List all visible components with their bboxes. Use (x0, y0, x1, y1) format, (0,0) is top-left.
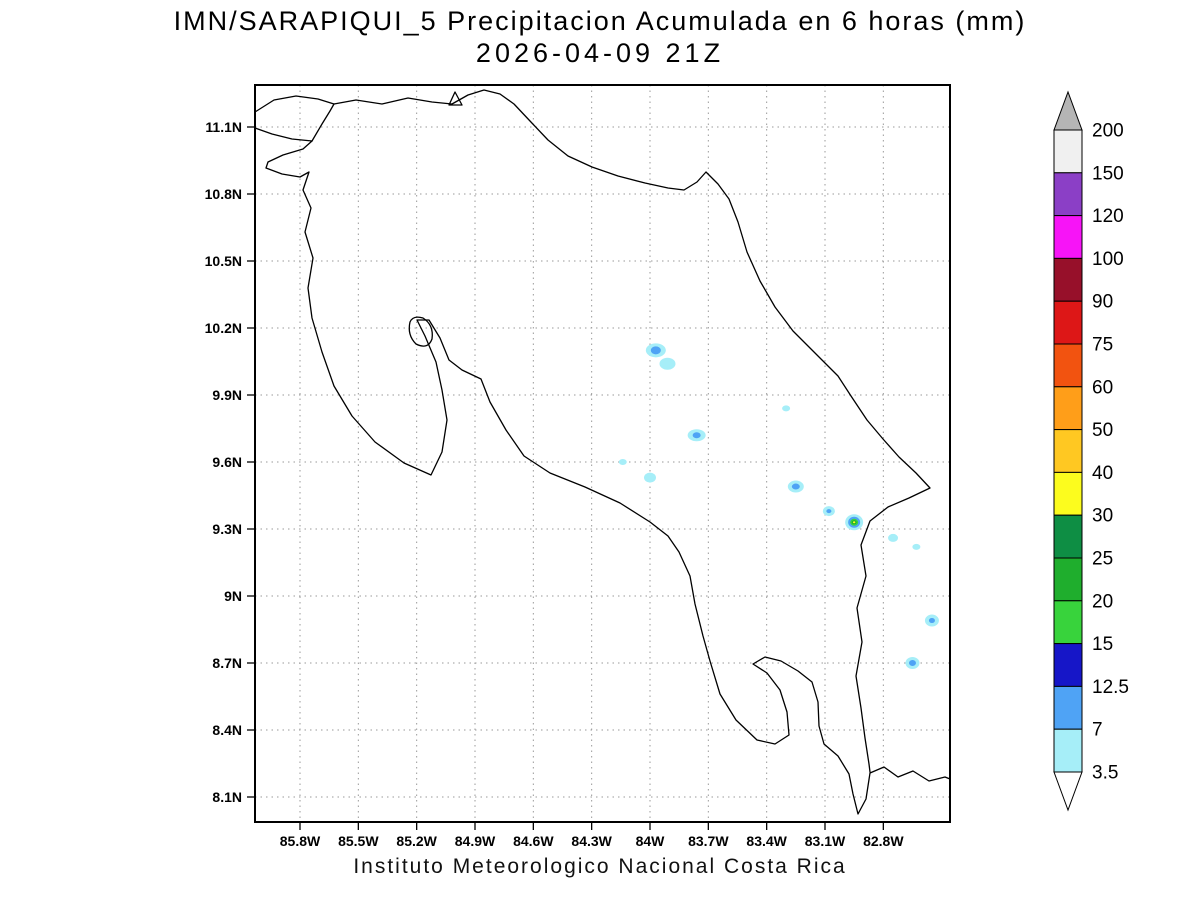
colorbar-label: 12.5 (1092, 677, 1129, 698)
lon-tick-label: 84.9W (455, 833, 496, 849)
lat-tick-label: 8.4N (212, 722, 242, 738)
colorbar-label: 30 (1092, 506, 1113, 527)
colorbar-label: 15 (1092, 634, 1113, 655)
colorbar-segment (1053, 429, 1083, 473)
precip-cell-contour (908, 659, 916, 666)
colorbar-label: 3.5 (1092, 763, 1118, 784)
colorbar-label: 120 (1092, 206, 1124, 227)
lat-tick-label: 9.3N (212, 521, 242, 537)
lon-tick-label: 85.5W (338, 833, 379, 849)
lat-tick-label: 9N (224, 588, 242, 604)
precip-cell-contour (888, 533, 899, 542)
lake-island-outline (448, 91, 463, 106)
precip-cell-contour (791, 483, 800, 490)
chart-subtitle-datetime: 2026-04-09 21Z (475, 38, 725, 68)
lon-tick-label: 84W (636, 833, 666, 849)
colorbar-label: 40 (1092, 463, 1113, 484)
lon-tick-label: 85.2W (396, 833, 437, 849)
lon-tick-label: 84.3W (571, 833, 612, 849)
colorbar-label: 7 (1092, 720, 1103, 741)
colorbar-label: 100 (1092, 249, 1124, 270)
lon-tick-label: 83.7W (688, 833, 729, 849)
lat-tick-label: 8.7N (212, 655, 242, 671)
lat-tick-label: 9.6N (212, 454, 242, 470)
chart-title: IMN/SARAPIQUI_5 Precipitacion Acumulada … (173, 6, 1027, 36)
colorbar-segment (1053, 728, 1083, 773)
lat-tick-label: 8.1N (212, 789, 242, 805)
precip-cell-contour (912, 543, 921, 550)
coastline-pacific (254, 127, 951, 815)
isla-chira-outline (408, 316, 433, 347)
lat-tick-label: 11.1N (205, 119, 242, 135)
colorbar-segment (1053, 471, 1083, 516)
precip-cell-contour (643, 472, 656, 483)
colorbar-segment (1053, 514, 1083, 559)
colorbar-segment (1053, 557, 1083, 602)
precip-cell-contour (659, 357, 676, 370)
precip-cell-contour (650, 346, 661, 355)
precip-cell-contour (852, 521, 856, 524)
footer-institution-text: Instituto Meteorologico Nacional Costa R… (353, 855, 847, 878)
colorbar-label: 50 (1092, 420, 1113, 441)
costa-rica-coastline (254, 89, 951, 815)
colorbar-label: 60 (1092, 377, 1113, 398)
precipitation-cells (618, 343, 939, 669)
precip-cell-contour (618, 458, 627, 465)
colorbar: 200 150 120 100 90 75 60 50 40 30 25 20 15 12.5 7 3.5 (1053, 90, 1129, 812)
lat-tick-label: 10.8N (205, 186, 242, 202)
colorbar-segment (1053, 215, 1083, 259)
precip-cell-contour (826, 509, 832, 514)
lat-tick-label: 10.5N (205, 253, 242, 269)
colorbar-label: 20 (1092, 591, 1113, 612)
lon-tick-label: 84.6W (513, 833, 554, 849)
colorbar-segment (1053, 300, 1083, 345)
lon-tick-label: 83.4W (746, 833, 787, 849)
colorbar-arrow-bottom (1053, 771, 1083, 812)
plot-frame (254, 84, 951, 823)
grid-lines (255, 85, 950, 822)
lon-tick-label: 82.8W (863, 833, 904, 849)
colorbar-segment (1053, 257, 1083, 302)
colorbar-segment (1053, 685, 1083, 730)
colorbar-segment (1053, 172, 1083, 217)
colorbar-segment (1053, 386, 1083, 431)
lon-tick-label: 85.8W (280, 833, 321, 849)
colorbar-segment (1053, 343, 1083, 388)
colorbar-label: 75 (1092, 335, 1113, 356)
precip-cell-contour (692, 432, 701, 439)
colorbar-label: 150 (1092, 163, 1124, 184)
precip-cell-contour (928, 618, 935, 624)
colorbar-arrow-top (1053, 90, 1083, 131)
axis-tick-labels: 11.1N 10.8N 10.5N 10.2N 9.9N 9.6N 9.3N 9N 8.7N 8.… (205, 119, 905, 849)
colorbar-segment (1053, 643, 1083, 687)
coastline-lake-border-caribbean (254, 89, 931, 773)
lon-tick-label: 83.1W (805, 833, 846, 849)
colorbar-label: 90 (1092, 292, 1113, 313)
precip-cell-contour (782, 405, 791, 412)
colorbar-segment (1053, 129, 1083, 174)
colorbar-label: 200 (1092, 121, 1124, 142)
lat-tick-label: 9.9N (212, 387, 242, 403)
border-salinas-lake-link (311, 103, 335, 142)
colorbar-segment (1053, 600, 1083, 645)
axis-tick-marks (247, 126, 884, 830)
colorbar-label: 25 (1092, 549, 1113, 570)
lat-tick-label: 10.2N (205, 320, 242, 336)
